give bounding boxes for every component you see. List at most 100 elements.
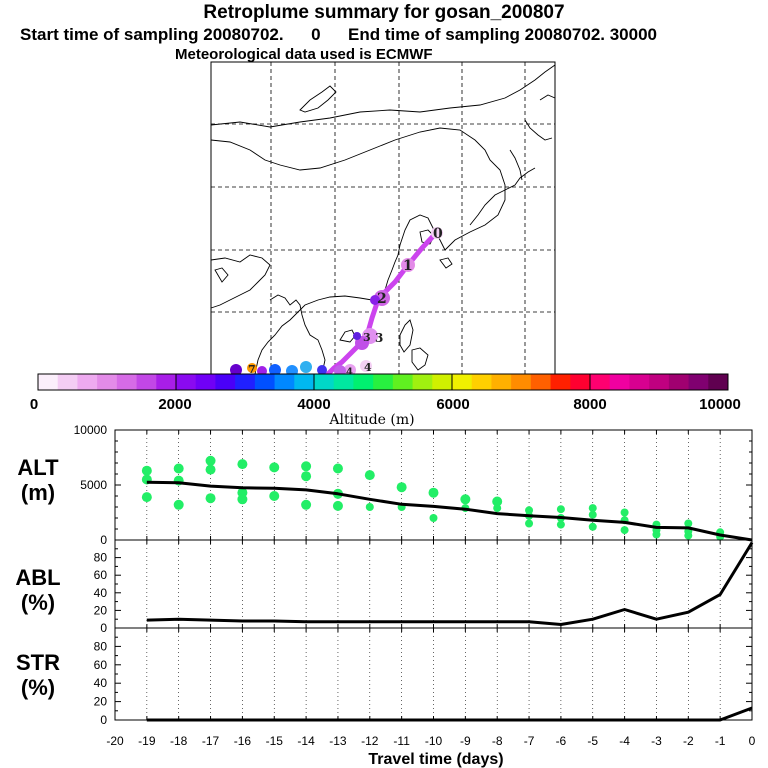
y-tick-label: 10000 <box>74 423 108 437</box>
scatter-point <box>620 526 629 535</box>
panel-frame <box>114 627 753 721</box>
y-tick-label: 40 <box>94 586 108 600</box>
scatter-point <box>173 499 184 510</box>
scatter-point <box>205 464 216 475</box>
plume-marker <box>317 365 327 375</box>
scatter-point <box>460 494 471 505</box>
x-tick-label: -8 <box>492 734 503 748</box>
scatter-point <box>429 514 438 522</box>
scatter-point <box>556 520 565 529</box>
start-time-label: Start time of sampling 20080702. <box>20 25 284 44</box>
met-data-label: Meteorological data used is ECMWF <box>175 46 433 63</box>
colorbar <box>37 373 729 391</box>
day-label-2: 2 <box>377 291 387 307</box>
y-tick-label: 0 <box>100 713 107 727</box>
day-label-4: 4 <box>364 361 372 374</box>
x-tick-label: -16 <box>234 734 252 748</box>
colorbar-cell <box>471 374 492 390</box>
y-tick-label: 0 <box>100 621 107 635</box>
colorbar-tick: 0 <box>30 396 38 413</box>
y-tick-label: 20 <box>94 603 108 617</box>
colorbar-cell <box>97 374 118 390</box>
chart-title: Retroplume summary for gosan_200807 <box>203 2 565 23</box>
plume-day-labels: 0 1 2 3 4 4 7 3 <box>248 226 443 378</box>
colorbar-cell <box>412 374 433 390</box>
extra-marker-4: 4 <box>346 367 353 378</box>
x-tick-label: -13 <box>329 734 347 748</box>
extra-marker-3: 3 <box>363 331 371 344</box>
colorbar-cell <box>590 374 611 390</box>
scatter-point <box>588 522 597 531</box>
colorbar-cell <box>373 374 394 390</box>
scatter-point <box>141 492 152 503</box>
x-tick-label: -11 <box>393 734 410 748</box>
day-label-0: 0 <box>433 226 443 242</box>
plume-marker <box>360 360 372 372</box>
colorbar-cell <box>176 374 197 390</box>
colorbar-cell <box>116 374 138 390</box>
colorbar-cell <box>570 374 591 390</box>
scatter-point <box>396 482 407 493</box>
colorbar-cell <box>688 374 709 390</box>
scatter-point <box>205 455 216 466</box>
colorbar-ticks: 0 2000 4000 6000 8000 10000 <box>30 396 741 413</box>
scatter-point <box>684 519 693 528</box>
abl-panel: 0 20 40 60 80 <box>94 539 754 635</box>
plume-marker <box>431 227 443 239</box>
colorbar-label: Altitude (m) <box>328 412 414 428</box>
extra-marker-7: 7 <box>248 363 256 376</box>
scatter-point <box>556 505 565 514</box>
scatter-point <box>620 508 629 517</box>
y-tick-label: 5000 <box>80 478 107 492</box>
scatter-point <box>301 461 312 472</box>
x-tick-label: -17 <box>202 734 220 748</box>
plume-marker <box>247 363 257 373</box>
colorbar-cell <box>254 374 276 390</box>
x-tick-label: -18 <box>170 734 188 748</box>
scatter-point <box>205 493 216 504</box>
x-tick-label: 0 <box>749 734 756 748</box>
colorbar-cell <box>136 374 157 390</box>
colorbar-cell <box>550 374 571 390</box>
scatter-point <box>269 491 280 501</box>
colorbar-cell <box>77 374 98 390</box>
colorbar-cell <box>353 374 374 390</box>
scatter-point <box>684 531 693 540</box>
str-ylabel: STR <box>16 650 60 675</box>
str-ylabel-unit: (%) <box>21 675 55 700</box>
scatter-point <box>428 487 439 498</box>
colorbar-cell <box>294 374 315 390</box>
alt-line <box>146 480 753 542</box>
x-axis-label: Travel time (days) <box>368 751 503 768</box>
x-tick-label: -10 <box>425 734 443 748</box>
y-tick-label: 80 <box>94 551 108 565</box>
abl-line <box>146 541 754 626</box>
y-tick-label: 80 <box>94 639 108 653</box>
scatter-point <box>364 470 375 481</box>
colorbar-cell <box>333 374 354 390</box>
scatter-point <box>173 463 184 474</box>
panel-labels: ALT (m) ABL (%) STR (%) <box>15 455 60 700</box>
colorbar-tick: 2000 <box>158 396 191 413</box>
colorbar-cell <box>235 374 256 390</box>
scatter-point <box>237 494 248 505</box>
y-tick-label: 20 <box>94 695 108 709</box>
scatter-point <box>269 462 280 473</box>
x-tick-label: -3 <box>651 734 662 748</box>
alt-ylabel-unit: (m) <box>21 480 55 505</box>
scatter-point <box>301 499 312 510</box>
colorbar-cell <box>668 374 690 390</box>
x-tick-label: -12 <box>361 734 379 748</box>
scatter-point <box>141 465 152 476</box>
scatter-point <box>332 500 343 511</box>
y-tick-label: 60 <box>94 658 108 672</box>
scatter-point <box>332 463 343 474</box>
y-tick-label: 40 <box>94 676 108 690</box>
colorbar-cell <box>57 374 78 390</box>
colorbar-tick: 8000 <box>573 396 606 413</box>
x-tick-label: -7 <box>524 734 535 748</box>
end-time-label: End time of sampling 20080702. 30000 <box>348 25 657 44</box>
x-tick-label: -6 <box>556 734 567 748</box>
